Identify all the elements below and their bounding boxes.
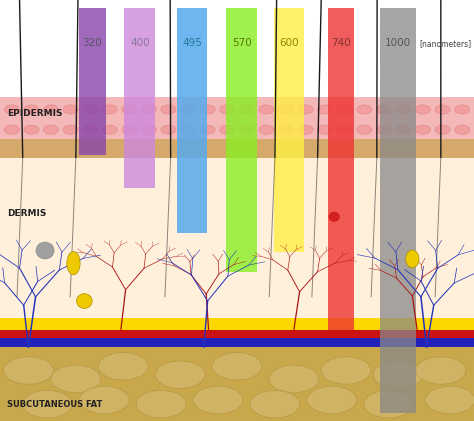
Ellipse shape: [435, 125, 450, 134]
Ellipse shape: [76, 294, 92, 308]
Bar: [227, 8, 257, 272]
Text: EPIDERMIS: EPIDERMIS: [7, 109, 63, 118]
Ellipse shape: [376, 105, 392, 114]
Ellipse shape: [415, 125, 430, 134]
Bar: [0, 338, 474, 347]
Bar: [0, 347, 474, 421]
Ellipse shape: [278, 105, 293, 114]
Ellipse shape: [82, 105, 98, 114]
Ellipse shape: [36, 242, 54, 259]
Bar: [0, 139, 474, 158]
Ellipse shape: [425, 386, 474, 413]
Bar: [274, 8, 304, 253]
Ellipse shape: [44, 125, 59, 134]
Ellipse shape: [4, 105, 19, 114]
Ellipse shape: [239, 125, 255, 134]
Ellipse shape: [137, 391, 186, 418]
Ellipse shape: [63, 125, 78, 134]
Ellipse shape: [219, 125, 235, 134]
Ellipse shape: [278, 125, 293, 134]
Ellipse shape: [259, 125, 274, 134]
Text: 400: 400: [130, 38, 150, 48]
Ellipse shape: [24, 105, 39, 114]
Ellipse shape: [307, 386, 356, 413]
Ellipse shape: [269, 365, 319, 392]
Ellipse shape: [102, 105, 118, 114]
Circle shape: [328, 212, 340, 222]
Ellipse shape: [455, 125, 470, 134]
Ellipse shape: [406, 250, 419, 268]
Ellipse shape: [44, 105, 59, 114]
Ellipse shape: [200, 125, 215, 134]
Ellipse shape: [298, 125, 313, 134]
Bar: [0, 97, 474, 139]
Ellipse shape: [298, 105, 313, 114]
Ellipse shape: [24, 125, 39, 134]
Bar: [328, 8, 355, 330]
Ellipse shape: [99, 352, 148, 380]
Ellipse shape: [122, 105, 137, 114]
Ellipse shape: [141, 125, 156, 134]
Ellipse shape: [376, 125, 392, 134]
Ellipse shape: [219, 105, 235, 114]
Ellipse shape: [63, 105, 78, 114]
Ellipse shape: [102, 125, 118, 134]
Ellipse shape: [415, 105, 430, 114]
Ellipse shape: [155, 361, 205, 388]
Text: 320: 320: [82, 38, 102, 48]
Ellipse shape: [181, 125, 196, 134]
Text: 570: 570: [232, 38, 252, 48]
Ellipse shape: [259, 105, 274, 114]
Ellipse shape: [373, 361, 423, 388]
Text: 600: 600: [279, 38, 299, 48]
Text: 495: 495: [182, 38, 202, 48]
Ellipse shape: [356, 105, 372, 114]
Ellipse shape: [396, 125, 411, 134]
Ellipse shape: [122, 125, 137, 134]
Ellipse shape: [67, 252, 80, 274]
Ellipse shape: [161, 125, 176, 134]
Ellipse shape: [318, 105, 333, 114]
Text: SUBCUTANEOUS FAT: SUBCUTANEOUS FAT: [7, 400, 102, 409]
Ellipse shape: [455, 105, 470, 114]
Ellipse shape: [82, 125, 98, 134]
Ellipse shape: [318, 125, 333, 134]
Ellipse shape: [80, 386, 129, 413]
Ellipse shape: [23, 391, 72, 418]
Ellipse shape: [193, 386, 243, 413]
Ellipse shape: [435, 105, 450, 114]
Ellipse shape: [51, 365, 100, 392]
Ellipse shape: [181, 105, 196, 114]
Bar: [0, 330, 474, 338]
Ellipse shape: [239, 105, 255, 114]
Ellipse shape: [416, 357, 465, 384]
Ellipse shape: [337, 125, 352, 134]
Bar: [380, 8, 416, 413]
Ellipse shape: [212, 352, 262, 380]
Ellipse shape: [141, 105, 156, 114]
Bar: [79, 8, 106, 155]
Ellipse shape: [356, 125, 372, 134]
Bar: [124, 8, 155, 188]
Text: 740: 740: [331, 38, 351, 48]
Ellipse shape: [161, 105, 176, 114]
Bar: [0, 158, 474, 318]
Ellipse shape: [250, 391, 300, 418]
Ellipse shape: [364, 391, 413, 418]
Text: DERMIS: DERMIS: [7, 209, 46, 218]
Text: [nanometers]: [nanometers]: [419, 40, 472, 48]
Ellipse shape: [396, 105, 411, 114]
Ellipse shape: [4, 125, 19, 134]
Text: 1000: 1000: [385, 38, 411, 48]
Ellipse shape: [337, 105, 352, 114]
Ellipse shape: [3, 357, 53, 384]
Bar: [0, 318, 474, 330]
Ellipse shape: [321, 357, 371, 384]
Bar: [176, 8, 208, 233]
Ellipse shape: [200, 105, 215, 114]
Bar: [0, 4, 474, 97]
